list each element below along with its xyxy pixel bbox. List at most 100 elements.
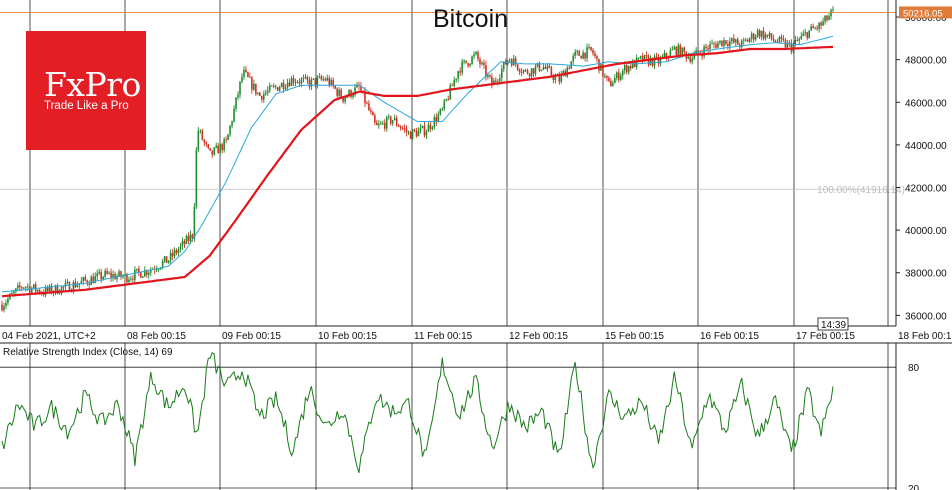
candle-body	[814, 27, 816, 29]
candle-body	[282, 83, 285, 90]
candle-body	[798, 38, 801, 41]
candle-body	[86, 280, 89, 284]
candle-body	[385, 117, 388, 129]
candle-body	[483, 62, 485, 66]
time-tick-label: 18 Feb 00:15	[898, 331, 952, 342]
candle-body	[134, 269, 136, 280]
candle-body	[286, 82, 289, 88]
candle-body	[219, 144, 221, 154]
candle-body	[58, 293, 61, 295]
candle-body	[38, 289, 41, 294]
candle-body	[32, 284, 35, 289]
candle-body	[546, 66, 549, 69]
candle-body	[760, 30, 763, 37]
rsi-series	[1, 352, 834, 473]
candle-body	[403, 128, 406, 130]
candle-body	[290, 77, 293, 86]
candle-body	[687, 56, 690, 59]
candle-body	[205, 142, 208, 145]
candle-body	[60, 286, 63, 294]
fxpro-logo: FxPro Trade Like a Pro	[26, 31, 146, 150]
candle-body	[487, 74, 489, 77]
candle-body	[96, 273, 98, 277]
candle-body	[229, 125, 231, 135]
candle-body	[508, 59, 511, 61]
candle-body	[302, 78, 305, 80]
candle-body	[826, 15, 828, 20]
candle-body	[191, 234, 194, 239]
candle-body	[211, 150, 214, 155]
candle-body	[653, 56, 656, 66]
candle-body	[750, 33, 753, 39]
candle-body	[177, 249, 180, 254]
time-tick-label: 04 Feb 2021, UTC+2	[2, 331, 96, 342]
last-price-label: 50216.05	[903, 8, 943, 19]
candle-body	[562, 71, 565, 75]
candle-body	[92, 276, 95, 284]
candle-body	[72, 282, 75, 291]
candle-body	[13, 291, 15, 294]
candle-body	[314, 78, 317, 85]
candle-body	[98, 271, 100, 274]
candle-body	[485, 65, 487, 77]
price-tick-label: 36000.00	[905, 311, 947, 322]
candle-body	[112, 274, 114, 278]
candle-body	[689, 56, 692, 62]
candle-body	[673, 47, 676, 50]
candle-body	[742, 39, 745, 41]
candle-body	[23, 287, 25, 289]
candle-body	[106, 270, 108, 274]
candle-body	[459, 71, 461, 73]
candle-body	[493, 80, 495, 86]
candle-body	[447, 99, 450, 101]
candle-body	[548, 66, 551, 68]
candle-body	[477, 51, 479, 60]
price-tick-label: 42000.00	[905, 184, 947, 195]
candle-body	[17, 285, 19, 289]
candle-body	[820, 22, 822, 26]
candle-body	[832, 9, 834, 11]
candle-body	[393, 118, 396, 121]
candle-body	[614, 78, 616, 84]
candle-body	[602, 64, 604, 77]
candle-body	[411, 129, 414, 139]
candle-body	[322, 79, 325, 80]
candle-body	[735, 39, 737, 43]
candle-body	[306, 76, 309, 81]
candle-body	[544, 67, 547, 69]
candle-body	[278, 87, 281, 91]
candle-body	[405, 128, 408, 133]
candle-body	[332, 79, 335, 86]
price-axis-labels: 36000.00 38000.00 40000.00 42000.00 44000.00…	[896, 6, 952, 322]
candle-body	[469, 63, 471, 66]
candle-body	[594, 53, 596, 57]
candle-body	[524, 70, 527, 71]
candle-body	[88, 283, 91, 285]
candle-body	[659, 57, 662, 64]
candle-body	[268, 85, 271, 91]
candle-body	[439, 108, 442, 115]
candle-body	[36, 289, 39, 292]
candle-body	[780, 36, 783, 39]
candle-body	[719, 40, 721, 43]
candle-body	[516, 64, 519, 70]
candle-body	[147, 272, 150, 275]
candle-body	[518, 69, 521, 73]
candle-body	[104, 270, 106, 277]
price-tick-label: 40000.00	[905, 226, 947, 237]
candle-body	[338, 89, 340, 96]
candle-body	[709, 43, 711, 50]
candle-body	[504, 61, 507, 65]
candle-body	[130, 278, 132, 280]
candle-body	[495, 80, 497, 82]
candle-body	[782, 38, 785, 41]
candle-body	[257, 92, 259, 94]
rsi-title: Relative Strength Index (Close, 14) 69	[3, 347, 173, 358]
candle-body	[163, 256, 166, 262]
candle-body	[165, 256, 168, 263]
candle-body	[193, 206, 196, 239]
time-tick-label: 15 Feb 00:15	[605, 331, 664, 342]
candle-body	[26, 286, 29, 288]
candle-body	[215, 145, 217, 148]
candle-body	[794, 39, 797, 44]
